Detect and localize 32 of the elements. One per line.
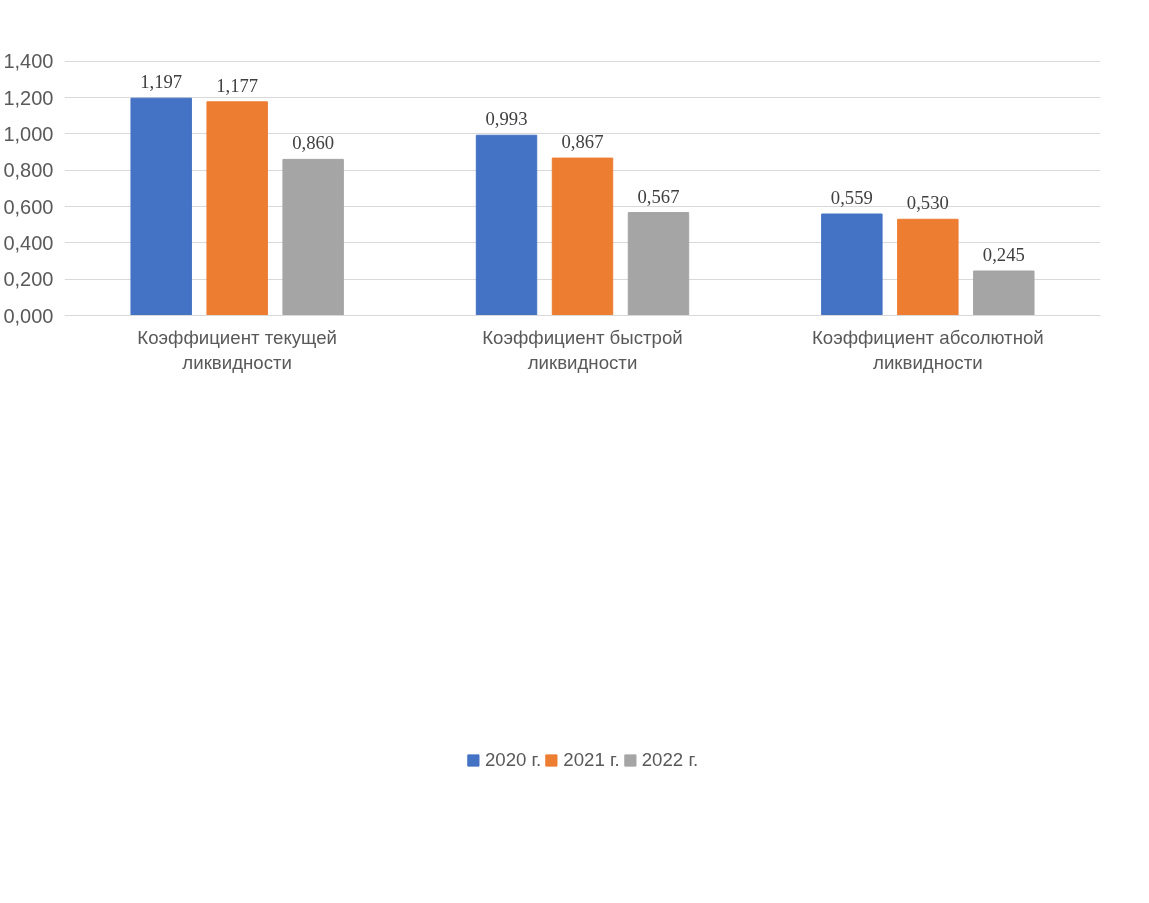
- bar: [627, 212, 690, 316]
- data-label: 1,197: [140, 71, 183, 93]
- y-tick-label: 1,400: [3, 50, 54, 73]
- y-tick-label: 0,200: [3, 268, 54, 291]
- data-label: 1,177: [216, 74, 259, 96]
- y-tick-label: 1,000: [3, 122, 54, 145]
- bar: [206, 101, 268, 316]
- bar: [551, 157, 614, 316]
- x-tick-label: Коэффициент абсолютной ликвидности: [811, 326, 1044, 373]
- data-label: 0,860: [292, 132, 335, 154]
- y-tick-label: 0,400: [3, 231, 54, 254]
- y-tick-label: 0,000: [3, 304, 54, 327]
- y-tick-label: 0,600: [3, 195, 54, 218]
- x-tick-label: Коэффициент быстрой ликвидности: [482, 326, 683, 373]
- legend-label: 2022 г.: [641, 748, 699, 771]
- bar: [130, 97, 192, 316]
- bar: [973, 270, 1035, 316]
- legend-label: 2020 г.: [484, 748, 542, 771]
- bar: [897, 218, 959, 316]
- data-label: 0,867: [561, 131, 604, 153]
- data-label: 0,993: [485, 108, 528, 130]
- bar: [821, 213, 883, 316]
- legend-label: 2021 г.: [563, 748, 620, 771]
- bar: [475, 134, 538, 316]
- x-tick-label: Коэффициент текущей ликвидности: [137, 326, 338, 373]
- y-tick-label: 1,200: [3, 86, 54, 109]
- data-label: 0,245: [982, 244, 1025, 266]
- data-label: 0,559: [830, 187, 873, 209]
- y-tick-label: 0,800: [3, 159, 54, 182]
- data-label: 0,530: [906, 192, 949, 214]
- bar: [282, 158, 344, 316]
- data-label: 0,567: [637, 185, 680, 207]
